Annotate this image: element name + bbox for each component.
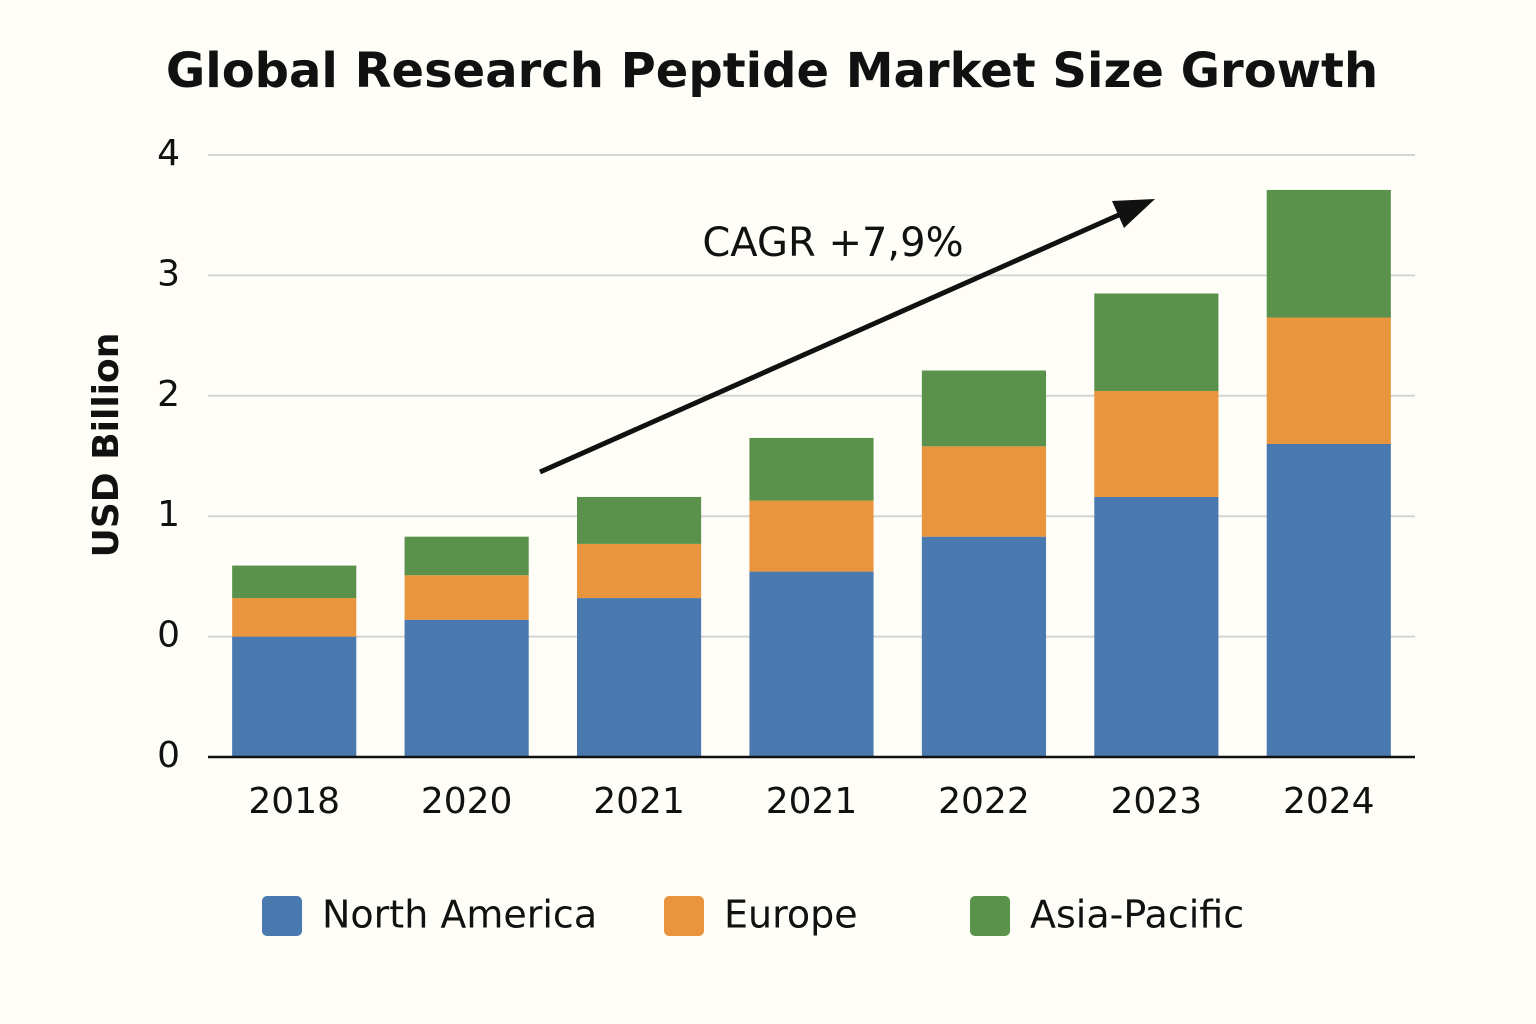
- bar-segment: [576, 598, 702, 757]
- bar-segment: [921, 446, 1047, 537]
- bar-segment: [404, 575, 529, 620]
- legend-label: North America: [322, 893, 597, 937]
- y-tick-label: 4: [157, 133, 180, 174]
- x-tick-label: 2022: [938, 781, 1030, 822]
- trend-arrow: [538, 207, 1132, 475]
- bar-segment: [1266, 443, 1391, 757]
- bar-segment: [232, 598, 357, 637]
- legend-swatch: [970, 896, 1010, 936]
- bar-segment: [404, 619, 529, 757]
- bar-segment: [232, 636, 357, 757]
- x-tick-label: 2023: [1111, 781, 1203, 822]
- legend-swatch: [664, 896, 704, 936]
- bar-segment: [921, 370, 1047, 447]
- legend-label: Asia-Pacific: [1030, 893, 1244, 937]
- legend-swatch: [262, 896, 302, 936]
- x-tick-label: 2024: [1283, 781, 1375, 822]
- bar-segment: [1266, 317, 1391, 444]
- y-axis-label: USD Billion: [86, 333, 127, 558]
- x-tick-label: 2021: [766, 781, 858, 822]
- legend-label: Europe: [724, 893, 858, 937]
- bar-segment: [749, 500, 874, 572]
- x-tick-label: 2020: [421, 781, 513, 822]
- bar-segment: [1094, 496, 1219, 757]
- bar-segment: [921, 536, 1047, 757]
- arrow-head: [1112, 199, 1155, 228]
- chart-title: Global Research Peptide Market Size Grow…: [166, 43, 1378, 99]
- x-tick-label: 2018: [248, 781, 340, 822]
- bar-segment: [749, 571, 874, 757]
- y-tick-label: 0: [157, 615, 180, 656]
- annotation: CAGR +7,9%: [702, 220, 963, 266]
- bar-segment: [1094, 390, 1219, 497]
- y-tick-label: 3: [157, 253, 180, 294]
- bar-segment: [749, 437, 874, 501]
- x-tick-label: 2021: [593, 781, 685, 822]
- bar-segment: [404, 536, 529, 576]
- y-tick-label: 2: [157, 374, 180, 415]
- y-tick-label: 1: [157, 494, 180, 535]
- bar-segment: [576, 543, 702, 599]
- y-tick-label: 0: [157, 735, 180, 776]
- bar-segment: [1266, 189, 1391, 318]
- bar-segment: [576, 496, 702, 544]
- bar-segment: [1094, 293, 1219, 391]
- bar-segment: [232, 565, 357, 599]
